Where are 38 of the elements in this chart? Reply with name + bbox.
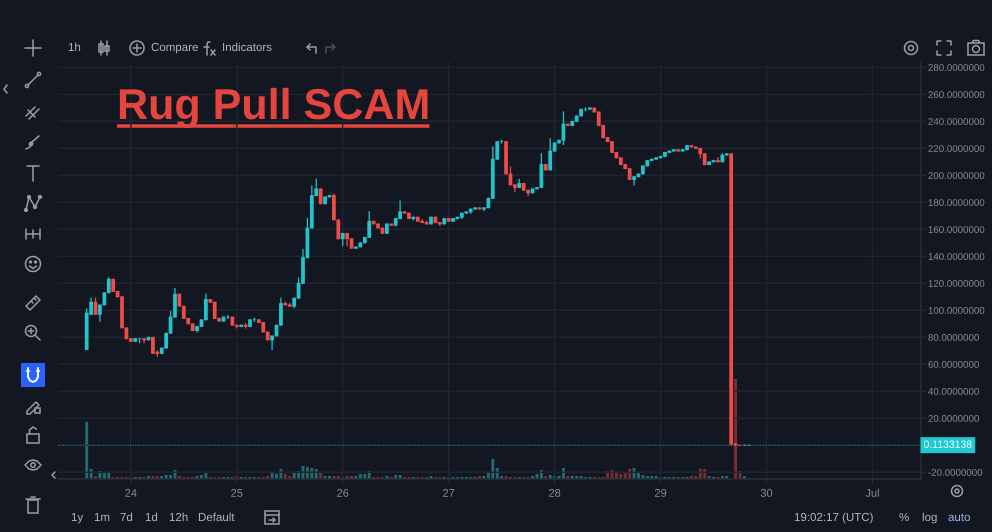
text: 1m (94, 513, 110, 521)
x-tick-label: 28 (548, 489, 560, 497)
text: 7d (120, 512, 132, 522)
x-tick-label: 29 (654, 489, 666, 497)
y-tick-label: 220.0000000 (928, 145, 984, 152)
y-tick-label: 200.0000000 (928, 172, 984, 179)
text: Default (198, 512, 234, 522)
y-tick-label: 100.0000000 (928, 307, 984, 314)
text: Indicators (223, 42, 272, 52)
text: Compare (152, 42, 198, 54)
y-tick-label: 240.0000000 (928, 118, 984, 125)
y-tick-label: 40.0000000 (928, 388, 979, 395)
y-tick-label: 180.0000000 (928, 199, 984, 206)
y-tick-label: 260.0000000 (928, 91, 984, 98)
text: auto (948, 514, 970, 522)
x-tick-label: 25 (231, 489, 242, 497)
text: 12h (170, 512, 188, 521)
y-tick-label: 120.0000000 (928, 280, 984, 287)
x-tick-label: Jul (866, 488, 879, 497)
x-tick-label: 24 (125, 489, 137, 497)
text: 19:02:17 (UTC) (794, 512, 873, 524)
text: 1d (146, 512, 158, 522)
y-tick-label: -20.0000000 (928, 468, 982, 476)
y-tick-label: 160.0000000 (928, 226, 984, 233)
text: log (922, 512, 937, 524)
text: % (899, 512, 909, 522)
y-tick-label: 20.0000000 (928, 415, 979, 422)
text: 1h (68, 42, 80, 51)
text: 1y (72, 513, 84, 524)
text: Rug Pull SCAM (120, 88, 428, 128)
y-tick-label: 80.0000000 (928, 334, 979, 341)
y-tick-label: 280.0000000 (928, 64, 984, 72)
y-tick-label: 140.0000000 (928, 253, 984, 260)
x-tick-label: 27 (443, 489, 454, 497)
x-tick-label: 30 (760, 489, 772, 497)
ref-line-label: 0.1133138 (924, 440, 972, 448)
x-tick-label: 26 (337, 489, 348, 497)
y-tick-label: 60.0000000 (928, 361, 979, 368)
